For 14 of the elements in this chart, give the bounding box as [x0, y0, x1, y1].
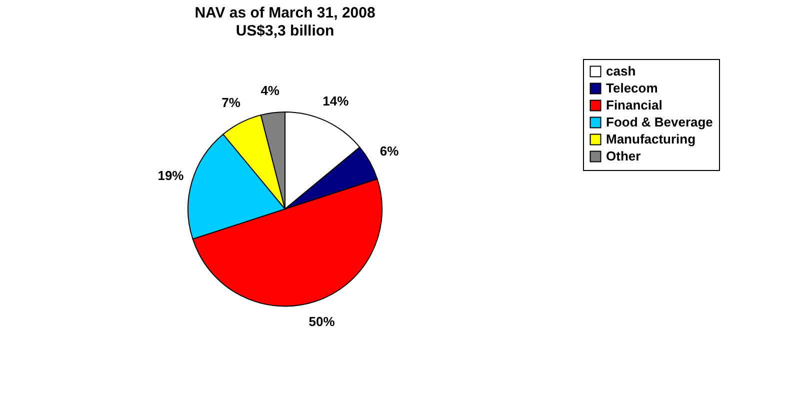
legend-label: Manufacturing	[606, 132, 696, 146]
chart-subtitle: US$3,3 billion	[236, 22, 334, 40]
chart-title: NAV as of March 31, 2008	[194, 4, 376, 22]
data-label: 14%	[322, 93, 350, 108]
data-label: 4%	[260, 82, 280, 98]
legend-label: Financial	[606, 98, 662, 112]
legend-label: Food & Beverage	[606, 114, 713, 130]
data-label: 6%	[380, 144, 400, 159]
legend-label: cash	[606, 64, 636, 78]
data-label: 19%	[158, 168, 184, 183]
legend-label: Telecom	[606, 80, 658, 96]
legend-label: Other	[606, 148, 641, 164]
data-label: 50%	[308, 314, 336, 330]
data-label: 7%	[222, 94, 241, 110]
